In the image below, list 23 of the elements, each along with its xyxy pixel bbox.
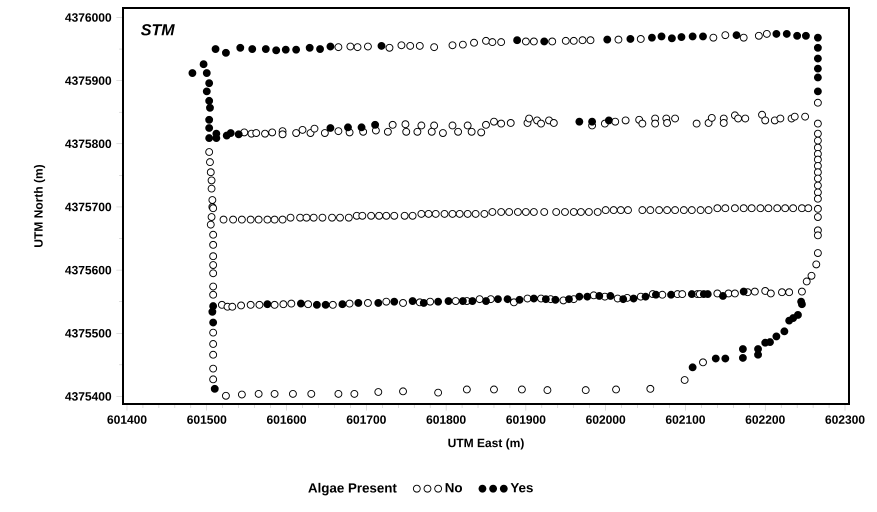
x-tick-label: 601400: [107, 415, 147, 424]
y-axis-title: UTM North (m): [34, 164, 46, 247]
legend-label: No: [446, 483, 462, 492]
legend-label: Yes: [510, 483, 533, 492]
y-tick-label: 4375500: [65, 329, 112, 338]
y-tick-label: 4375700: [65, 202, 112, 212]
x-tick-label: 602300: [825, 415, 865, 424]
x-tick-label: 601500: [187, 415, 226, 424]
x-tick-label: 601900: [506, 415, 546, 424]
annotation: STM: [140, 24, 175, 36]
legend-title: Algae Present: [308, 482, 397, 496]
y-tick-label: 4375900: [65, 76, 112, 85]
x-tick-label: 601700: [346, 415, 386, 424]
y-tick-label: 4375600: [65, 266, 112, 274]
x-tick-label: 602100: [666, 415, 705, 424]
y-tick-label: 4375400: [65, 392, 112, 401]
y-tick-label: 4376000: [65, 13, 112, 22]
x-tick-label: 602200: [746, 415, 785, 424]
x-tick-label: 601800: [426, 415, 466, 424]
y-tick-label: 4375800: [65, 140, 112, 148]
x-axis-title: UTM East (m): [448, 438, 524, 450]
x-tick-label: 602000: [586, 415, 626, 424]
x-tick-label: 601600: [266, 415, 306, 424]
